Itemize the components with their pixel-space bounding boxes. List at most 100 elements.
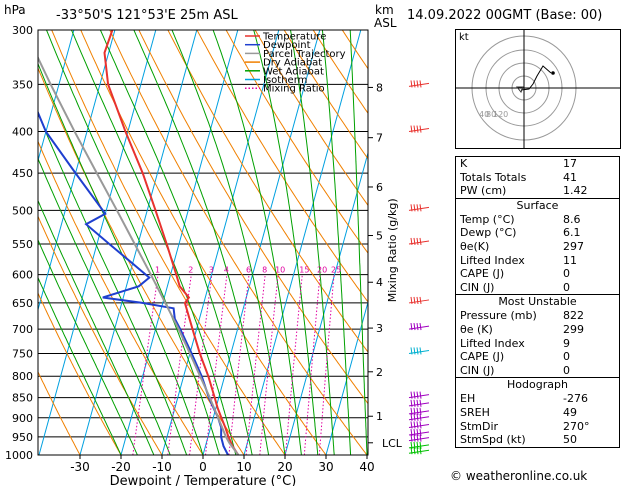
mixing-ratio-label: 15: [299, 266, 309, 275]
legend-label: Wet Adiabat: [263, 66, 324, 77]
wind-barb: [408, 428, 430, 437]
hpa-label: hPa: [4, 3, 26, 17]
index-value: 49: [563, 405, 577, 419]
isotherm-line: [79, 30, 198, 455]
index-value: 11: [563, 253, 577, 267]
index-row: StmSpd (kt) 50: [456, 433, 619, 447]
isotherm-line: [202, 30, 321, 455]
dry-adiabat-line: [167, 30, 368, 353]
index-label: StmDir: [460, 419, 499, 433]
wind-barb: [408, 296, 430, 305]
x-tick-label: -10: [152, 460, 172, 474]
mixing-ratio-line: [205, 274, 228, 455]
wind-barb: [408, 323, 430, 331]
wet-adiabat-line: [38, 157, 171, 455]
dry-adiabat-line: [254, 30, 368, 207]
hodograph-section: Hodograph EH -276 SREH 49 StmDir 270° StmSpd (…: [456, 377, 619, 446]
index-label: Lifted Index: [460, 253, 525, 267]
wet-adiabat-line: [38, 276, 122, 455]
wet-adiabat-line: [38, 112, 188, 455]
index-label: K: [460, 157, 468, 170]
dry-adiabat-line: [283, 30, 368, 160]
index-row: StmDir 270°: [456, 420, 619, 434]
legend-label: Temperature: [262, 32, 326, 43]
hodograph-trace: [520, 65, 552, 91]
mixing-ratio-line: [259, 274, 279, 455]
index-value: -276: [563, 392, 588, 406]
index-label: θe (K): [460, 322, 493, 336]
wet-adiabat-line: [212, 30, 302, 455]
km-tick-label: LCL: [382, 437, 403, 450]
isotherm-line: [243, 30, 362, 455]
wind-barb: [408, 421, 430, 429]
location-title: -33°50'S 121°53'E 25m ASL: [56, 8, 238, 23]
wet-adiabat-line: [133, 30, 270, 455]
index-row: EH -276: [456, 392, 619, 406]
index-value: 297: [563, 239, 584, 253]
hodograph-ring-label: 120: [493, 110, 508, 119]
x-tick-label: 0: [199, 460, 207, 474]
mixing-ratio-label: 4: [224, 266, 229, 275]
index-value: 0: [563, 280, 570, 294]
wet-adiabat-line: [321, 30, 352, 455]
index-label: CAPE (J): [460, 267, 505, 281]
hodograph-ring-label: 40: [479, 110, 489, 119]
mixing-ratio-label: 8: [262, 266, 267, 275]
wind-barb: [408, 125, 430, 133]
wet-adiabat-line: [99, 30, 253, 455]
wet-adiabat-line: [253, 30, 319, 455]
mixing-ratio-axis-label: Mixing Ratio (g/kg): [386, 198, 399, 302]
index-label: PW (cm): [460, 184, 507, 198]
dry-adiabat-line: [138, 30, 368, 405]
most-unstable-section: Most Unstable Pressure (mb) 822 θe (K) 299 L…: [456, 294, 619, 377]
x-tick-label: 20: [277, 460, 292, 474]
wind-barb: [408, 399, 430, 407]
index-label: SREH: [460, 405, 490, 419]
wind-barb: [408, 447, 430, 455]
dry-adiabat-line: [38, 215, 163, 455]
km-tick-label: 3: [376, 322, 383, 335]
legend-label: Parcel Trajectory: [263, 49, 346, 60]
pressure-tick-label: 650: [12, 297, 33, 310]
index-label: EH: [460, 392, 476, 406]
index-value: 41: [563, 170, 577, 184]
index-label: θe(K): [460, 239, 490, 253]
pressure-tick-label: 300: [12, 24, 33, 37]
km-tick-label: 5: [376, 230, 383, 243]
index-value: 270°: [563, 419, 590, 433]
pressure-tick-label: 950: [12, 431, 33, 444]
pressure-tick-label: 600: [12, 269, 33, 282]
legend-label: Mixing Ratio: [263, 84, 325, 95]
indices-panel: K 17 Totals Totals 41 PW (cm) 1.42 Surface Te…: [455, 156, 620, 448]
x-tick-label: 10: [236, 460, 251, 474]
dry-adiabat-line: [80, 30, 327, 455]
pressure-tick-label: 900: [12, 412, 33, 425]
index-label: StmSpd (kt): [460, 433, 526, 447]
wind-barb: [408, 441, 430, 449]
x-tick-label: 30: [318, 460, 333, 474]
x-tick-label: 40: [359, 460, 374, 474]
index-row: Temp (°C) 8.6: [456, 213, 619, 227]
pressure-tick-label: 500: [12, 204, 33, 217]
parcel-trajectory-line: [38, 55, 240, 455]
wet-adiabat-line: [71, 30, 237, 455]
index-row: Pressure (mb) 822: [456, 309, 619, 323]
wind-barb: [408, 434, 430, 442]
wet-adiabat-line: [171, 30, 286, 455]
index-value: 17: [563, 157, 577, 170]
mixing-ratio-label: 2: [188, 266, 193, 275]
legend-label: Dewpoint: [263, 40, 311, 51]
hodograph-point: [551, 71, 555, 75]
wind-barb: [408, 204, 430, 212]
index-row: Lifted Index 11: [456, 254, 619, 268]
index-row: θe(K) 297: [456, 240, 619, 254]
asl-label: ASL: [374, 16, 397, 30]
km-tick-label: 4: [376, 276, 383, 289]
index-value: 9: [563, 336, 570, 350]
index-row: CIN (J) 0: [456, 364, 619, 378]
index-value: 50: [563, 433, 577, 447]
index-value: 6.1: [563, 226, 581, 240]
index-row: CAPE (J) 0: [456, 267, 619, 281]
footer-credit[interactable]: © weatheronline.co.uk: [450, 469, 588, 483]
